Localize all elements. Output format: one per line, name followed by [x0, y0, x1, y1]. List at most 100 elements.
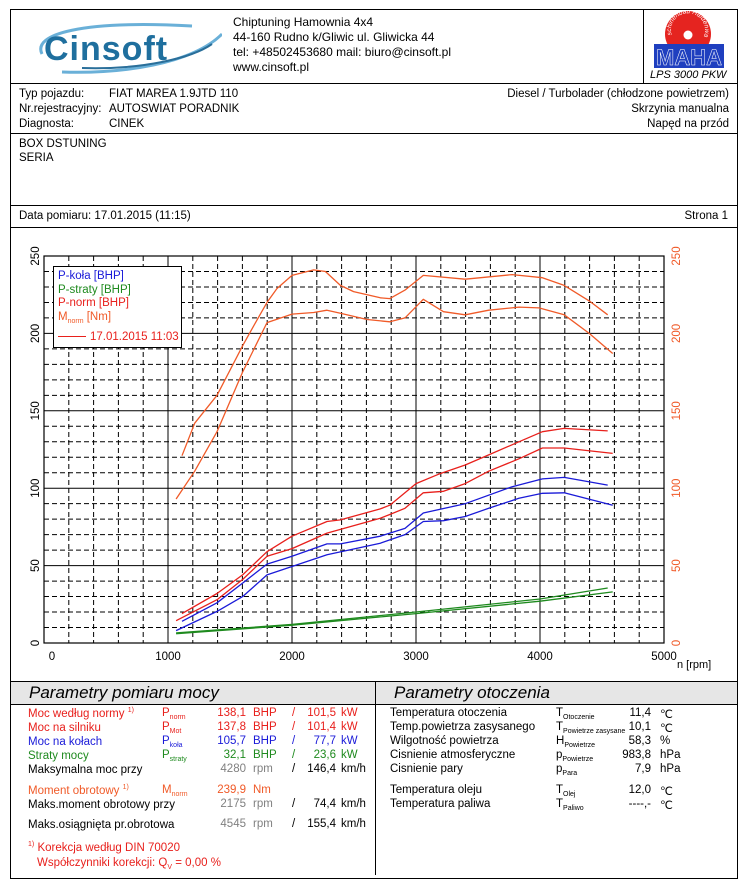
param-value: 105,7 — [217, 735, 246, 747]
param-symbol: PMot — [162, 721, 182, 735]
env-row: Cisnienie pary pPara 7,9 hPa — [375, 763, 737, 777]
env-symbol: pPowietrze — [556, 749, 594, 763]
footnote-mark: 1) — [28, 841, 35, 848]
param-value: 138,1 — [217, 707, 246, 719]
env-unit: hPa — [660, 763, 681, 775]
param-unit: rpm — [253, 763, 273, 775]
series-line-m-norm — [175, 298, 614, 500]
coef-sub: V — [167, 863, 173, 871]
y-tick-label-left: 100 — [30, 479, 42, 498]
diag-value: CINEK — [109, 118, 145, 130]
engine-type: Diesel / Turbolader (chłodzone powietrze… — [507, 88, 729, 100]
env-unit: hPa — [660, 749, 681, 761]
series-line-p-kola — [175, 492, 613, 632]
param-label: Maks.osiągnięta pr.obrotowa — [28, 818, 175, 831]
param-value: 32,1 — [223, 749, 246, 761]
maha-logo-text: MAHA — [656, 45, 722, 70]
param-value: 239,9 — [217, 784, 246, 796]
env-symbol: TOtoczenie — [556, 707, 595, 721]
env-symbol: pPara — [556, 763, 578, 777]
param-label: Moc według normy 1) — [28, 707, 134, 720]
param-label: Moment obrotowy 1) — [28, 784, 129, 797]
param-unit2: kW — [341, 707, 358, 719]
param-value: 4545 — [220, 818, 246, 830]
divider — [375, 681, 376, 875]
power-row: Moment obrotowy 1) Mnorm 239,9 Nm — [0, 784, 375, 798]
measurement-date: Data pomiaru: 17.01.2015 (11:15) — [19, 210, 191, 222]
x-tick-label: 5000 — [651, 651, 677, 663]
coef-label: Współczynniki korekcji: Q — [37, 856, 168, 869]
drive: Napęd na przód — [647, 118, 729, 130]
env-value: 12,0 — [628, 784, 651, 796]
power-row: Straty mocy Pstraty 32,1 BHP / 23,6 kW — [0, 749, 375, 763]
param-value2: 155,4 — [307, 818, 336, 830]
env-symbol: TOlej — [556, 784, 576, 798]
param-value2: 146,4 — [307, 763, 336, 775]
notes: BOX DSTUNING SERIA — [19, 137, 107, 165]
company-info: Chiptuning Hamownia 4x4 44-160 Rudno k/G… — [233, 15, 451, 75]
param-value2: 77,7 — [313, 735, 336, 747]
param-value: 4280 — [220, 763, 246, 775]
param-slash: / — [292, 798, 296, 810]
y-tick-label-left: 250 — [30, 246, 42, 265]
reg-value: AUTOSWIAT PORADNIK — [109, 103, 240, 115]
company-address: 44-160 Rudno k/Gliwic ul. Gliwicka 44 — [233, 30, 435, 44]
note-line: BOX DSTUNING — [19, 138, 107, 150]
cinsoft-logo-text: Cinsoft — [44, 30, 168, 68]
param-value: 137,8 — [217, 721, 246, 733]
env-symbol: HPowietrze — [556, 735, 596, 749]
legend-m-norm-unit: [Nm] — [83, 310, 112, 323]
env-row: Temperatura paliwa TPaliwo ----,- ℃ — [375, 798, 737, 812]
param-unit: BHP — [253, 707, 277, 719]
power-row: Moc na silniku PMot 137,8 BHP / 101,4 kW — [0, 721, 375, 735]
company-website[interactable]: www.cinsoft.pl — [233, 60, 310, 74]
param-symbol: Mnorm — [162, 784, 188, 798]
gearbox: Skrzynia manualna — [631, 103, 729, 115]
param-unit2: km/h — [341, 798, 366, 810]
divider — [10, 205, 738, 206]
legend-line-icon — [58, 336, 86, 338]
series-line-m-norm — [181, 269, 609, 456]
x-axis-label: n [rpm] — [677, 659, 712, 671]
env-symbol: TPowietrze zasysane — [556, 721, 626, 735]
param-value2: 74,4 — [313, 798, 336, 810]
env-unit: ℃ — [660, 800, 673, 812]
param-slash: / — [292, 749, 296, 761]
x-tick-label: 2000 — [279, 651, 305, 663]
y-tick-label-right: 100 — [671, 479, 683, 498]
param-unit: rpm — [253, 818, 273, 830]
coef-value: = 0,00 % — [175, 856, 221, 869]
series-line-p-norm — [175, 447, 613, 622]
legend-m-norm-sub: norm — [67, 317, 84, 325]
param-slash: / — [292, 721, 296, 733]
divider — [10, 133, 738, 134]
param-value: 2175 — [220, 798, 246, 810]
env-unit: ℃ — [660, 709, 673, 721]
param-label: Straty mocy — [28, 749, 89, 762]
env-section-title: Parametry otoczenia — [376, 682, 737, 705]
divider — [643, 9, 644, 83]
env-row: Cisnienie atmosferyczne pPowietrze 983,8… — [375, 749, 737, 763]
x-tick-label: 4000 — [527, 651, 553, 663]
legend-m-norm: Mnorm [Nm] — [58, 311, 181, 329]
y-tick-label-left: 150 — [30, 401, 42, 420]
param-symbol: Pstraty — [162, 749, 187, 763]
env-label: Temp.powietrza zasysanego — [390, 721, 536, 733]
divider — [10, 83, 738, 84]
divider — [10, 227, 738, 228]
param-unit: rpm — [253, 798, 273, 810]
type-value: FIAT MAREA 1.9JTD 110 — [109, 88, 239, 100]
footnote-text: Korekcja według DIN 70020 — [37, 841, 180, 854]
param-label: Moc na silniku — [28, 721, 101, 734]
y-tick-label-left: 0 — [30, 640, 42, 646]
env-value: 10,1 — [628, 721, 651, 733]
env-unit: % — [660, 735, 671, 747]
power-row: Maks.moment obrotowy przy 2175 rpm / 74,… — [0, 798, 375, 812]
maha-logo: Maschinenbau Haldenwang MAHA — [645, 5, 734, 70]
power-row: Maks.osiągnięta pr.obrotowa 4545 rpm / 1… — [0, 818, 375, 832]
x-tick-label: 3000 — [403, 651, 429, 663]
param-slash: / — [292, 735, 296, 747]
env-label: Cisnienie pary — [390, 763, 463, 775]
env-unit: ℃ — [660, 723, 673, 735]
power-row: Maksymalna moc przy 4280 rpm / 146,4 km/… — [0, 763, 375, 777]
